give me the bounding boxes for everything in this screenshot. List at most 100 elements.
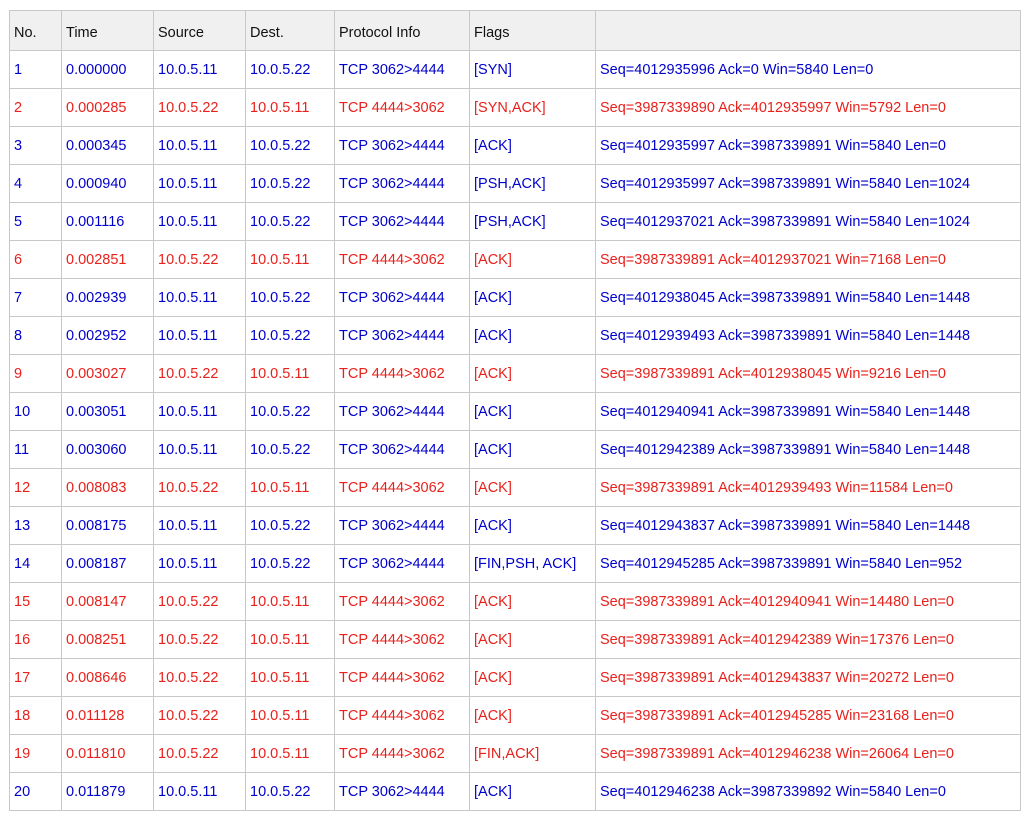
cell-source: 10.0.5.11 bbox=[153, 278, 246, 317]
cell-details: Seq=3987339891 Ack=4012942389 Win=17376 … bbox=[595, 620, 1021, 659]
cell-dest: 10.0.5.22 bbox=[245, 126, 335, 165]
cell-details: Seq=4012943837 Ack=3987339891 Win=5840 L… bbox=[595, 506, 1021, 545]
cell-time: 0.011879 bbox=[61, 772, 154, 811]
cell-details: Seq=4012945285 Ack=3987339891 Win=5840 L… bbox=[595, 544, 1021, 583]
cell-details: Seq=4012940941 Ack=3987339891 Win=5840 L… bbox=[595, 392, 1021, 431]
cell-source: 10.0.5.11 bbox=[153, 544, 246, 583]
cell-time: 0.008083 bbox=[61, 468, 154, 507]
cell-flags: [ACK] bbox=[469, 620, 596, 659]
table-row: 8 0.002952 10.0.5.11 10.0.5.22 TCP 3062>4444… bbox=[9, 316, 1021, 355]
cell-protocol-info: TCP 4444>3062 bbox=[334, 88, 470, 127]
cell-protocol-info: TCP 3062>4444 bbox=[334, 392, 470, 431]
table-row: 5 0.001116 10.0.5.11 10.0.5.22 TCP 3062>4444… bbox=[9, 202, 1021, 241]
column-header-flags: Flags bbox=[469, 10, 596, 51]
cell-flags: [ACK] bbox=[469, 126, 596, 165]
cell-no: 12 bbox=[9, 468, 62, 507]
cell-time: 0.003060 bbox=[61, 430, 154, 469]
cell-time: 0.008646 bbox=[61, 658, 154, 697]
table-row: 16 0.008251 10.0.5.22 10.0.5.11 TCP 4444>306… bbox=[9, 620, 1021, 659]
cell-details: Seq=3987339891 Ack=4012946238 Win=26064 … bbox=[595, 734, 1021, 773]
table-row: 6 0.002851 10.0.5.22 10.0.5.11 TCP 4444>3062… bbox=[9, 240, 1021, 279]
table-row: 1 0.000000 10.0.5.11 10.0.5.22 TCP 3062>4444… bbox=[9, 50, 1021, 89]
cell-no: 16 bbox=[9, 620, 62, 659]
cell-details: Seq=3987339891 Ack=4012945285 Win=23168 … bbox=[595, 696, 1021, 735]
cell-time: 0.011128 bbox=[61, 696, 154, 735]
cell-time: 0.011810 bbox=[61, 734, 154, 773]
cell-flags: [ACK] bbox=[469, 658, 596, 697]
cell-flags: [SYN,ACK] bbox=[469, 88, 596, 127]
cell-flags: [PSH,ACK] bbox=[469, 202, 596, 241]
cell-time: 0.000000 bbox=[61, 50, 154, 89]
table-row: 18 0.011128 10.0.5.22 10.0.5.11 TCP 4444>306… bbox=[9, 696, 1021, 735]
cell-flags: [ACK] bbox=[469, 468, 596, 507]
cell-protocol-info: TCP 3062>4444 bbox=[334, 126, 470, 165]
cell-source: 10.0.5.11 bbox=[153, 506, 246, 545]
cell-no: 7 bbox=[9, 278, 62, 317]
table-row: 15 0.008147 10.0.5.22 10.0.5.11 TCP 4444>306… bbox=[9, 582, 1021, 621]
cell-time: 0.008187 bbox=[61, 544, 154, 583]
cell-flags: [ACK] bbox=[469, 430, 596, 469]
cell-dest: 10.0.5.11 bbox=[245, 696, 335, 735]
packet-rows: 1 0.000000 10.0.5.11 10.0.5.22 TCP 3062>4444… bbox=[9, 50, 1021, 811]
cell-no: 1 bbox=[9, 50, 62, 89]
cell-no: 11 bbox=[9, 430, 62, 469]
cell-flags: [SYN] bbox=[469, 50, 596, 89]
table-row: 11 0.003060 10.0.5.11 10.0.5.22 TCP 3062>444… bbox=[9, 430, 1021, 469]
cell-dest: 10.0.5.22 bbox=[245, 202, 335, 241]
cell-time: 0.002952 bbox=[61, 316, 154, 355]
cell-dest: 10.0.5.11 bbox=[245, 88, 335, 127]
cell-time: 0.002939 bbox=[61, 278, 154, 317]
cell-details: Seq=3987339891 Ack=4012943837 Win=20272 … bbox=[595, 658, 1021, 697]
cell-flags: [FIN,ACK] bbox=[469, 734, 596, 773]
table-row: 12 0.008083 10.0.5.22 10.0.5.11 TCP 4444>306… bbox=[9, 468, 1021, 507]
cell-protocol-info: TCP 4444>3062 bbox=[334, 734, 470, 773]
cell-details: Seq=4012937021 Ack=3987339891 Win=5840 L… bbox=[595, 202, 1021, 241]
cell-no: 4 bbox=[9, 164, 62, 203]
cell-no: 6 bbox=[9, 240, 62, 279]
cell-protocol-info: TCP 4444>3062 bbox=[334, 354, 470, 393]
table-row: 10 0.003051 10.0.5.11 10.0.5.22 TCP 3062>444… bbox=[9, 392, 1021, 431]
cell-dest: 10.0.5.11 bbox=[245, 620, 335, 659]
cell-dest: 10.0.5.11 bbox=[245, 734, 335, 773]
cell-source: 10.0.5.11 bbox=[153, 202, 246, 241]
cell-details: Seq=4012942389 Ack=3987339891 Win=5840 L… bbox=[595, 430, 1021, 469]
table-row: 7 0.002939 10.0.5.11 10.0.5.22 TCP 3062>4444… bbox=[9, 278, 1021, 317]
cell-details: Seq=3987339891 Ack=4012938045 Win=9216 L… bbox=[595, 354, 1021, 393]
cell-dest: 10.0.5.22 bbox=[245, 430, 335, 469]
cell-no: 13 bbox=[9, 506, 62, 545]
cell-protocol-info: TCP 4444>3062 bbox=[334, 468, 470, 507]
cell-no: 19 bbox=[9, 734, 62, 773]
cell-flags: [ACK] bbox=[469, 696, 596, 735]
cell-dest: 10.0.5.22 bbox=[245, 164, 335, 203]
cell-protocol-info: TCP 4444>3062 bbox=[334, 240, 470, 279]
column-header-protocol-info: Protocol Info bbox=[334, 10, 470, 51]
cell-no: 14 bbox=[9, 544, 62, 583]
cell-time: 0.000940 bbox=[61, 164, 154, 203]
cell-no: 3 bbox=[9, 126, 62, 165]
cell-details: Seq=4012935997 Ack=3987339891 Win=5840 L… bbox=[595, 164, 1021, 203]
cell-details: Seq=3987339891 Ack=4012940941 Win=14480 … bbox=[595, 582, 1021, 621]
table-row: 19 0.011810 10.0.5.22 10.0.5.11 TCP 4444>306… bbox=[9, 734, 1021, 773]
cell-time: 0.008251 bbox=[61, 620, 154, 659]
cell-source: 10.0.5.22 bbox=[153, 620, 246, 659]
cell-details: Seq=3987339891 Ack=4012937021 Win=7168 L… bbox=[595, 240, 1021, 279]
cell-source: 10.0.5.11 bbox=[153, 50, 246, 89]
cell-no: 2 bbox=[9, 88, 62, 127]
cell-dest: 10.0.5.11 bbox=[245, 582, 335, 621]
cell-flags: [ACK] bbox=[469, 316, 596, 355]
cell-source: 10.0.5.11 bbox=[153, 316, 246, 355]
cell-protocol-info: TCP 3062>4444 bbox=[334, 772, 470, 811]
cell-protocol-info: TCP 4444>3062 bbox=[334, 696, 470, 735]
cell-time: 0.000345 bbox=[61, 126, 154, 165]
cell-flags: [ACK] bbox=[469, 582, 596, 621]
cell-dest: 10.0.5.22 bbox=[245, 506, 335, 545]
table-row: 9 0.003027 10.0.5.22 10.0.5.11 TCP 4444>3062… bbox=[9, 354, 1021, 393]
cell-dest: 10.0.5.11 bbox=[245, 468, 335, 507]
column-header-dest: Dest. bbox=[245, 10, 335, 51]
cell-no: 18 bbox=[9, 696, 62, 735]
cell-protocol-info: TCP 3062>4444 bbox=[334, 544, 470, 583]
cell-source: 10.0.5.11 bbox=[153, 392, 246, 431]
column-header-source: Source bbox=[153, 10, 246, 51]
cell-time: 0.003051 bbox=[61, 392, 154, 431]
cell-no: 17 bbox=[9, 658, 62, 697]
